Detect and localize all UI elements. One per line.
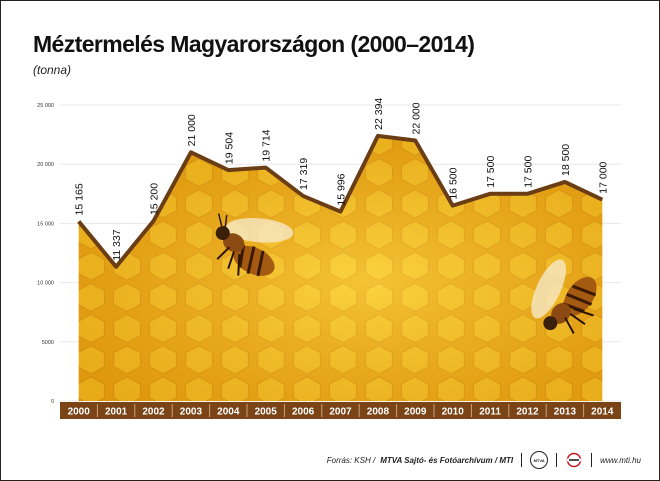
production-line (77, 133, 604, 269)
data-label: 15 996 (336, 173, 348, 205)
data-label: 21 000 (186, 114, 198, 146)
y-tick-label: 25 000 (37, 103, 54, 109)
x-tick-label: 2011 (479, 407, 501, 418)
y-tick-label: 0 (51, 399, 54, 405)
area-shading (78, 135, 603, 401)
data-label: 16 500 (448, 167, 460, 199)
divider (591, 453, 593, 467)
x-tick-label: 2012 (516, 407, 539, 418)
data-label: 17 500 (485, 156, 497, 188)
mtva-logo-icon: MTVA (530, 451, 549, 469)
x-tick-label: 2004 (217, 407, 240, 418)
x-tick-label: 2007 (329, 407, 352, 418)
data-label: 17 319 (298, 158, 310, 190)
source-prefix: Forrás: KSH / (326, 455, 376, 465)
data-label: 22 394 (373, 98, 385, 130)
y-tick-label: 10 000 (37, 281, 54, 287)
chart-subtitle: (tonna) (33, 63, 72, 77)
website-link: www.mti.hu (600, 455, 641, 465)
mti-logo-icon (566, 452, 582, 468)
data-label: 18 500 (560, 144, 572, 176)
data-label: 22 000 (410, 102, 422, 134)
x-tick-label: 2005 (255, 407, 278, 418)
bee-illustration-1 (215, 213, 294, 277)
source-agency: MTVA Sajtó- és Fotóarchívum / MTI (380, 455, 514, 465)
x-tick-label: 2009 (404, 407, 427, 418)
data-label: 15 200 (149, 183, 161, 215)
x-tick-label: 2006 (292, 407, 315, 418)
x-axis: 2000 2001 2002 2003 2004 2005 2006 2007 2008 2009… (60, 402, 621, 419)
x-tick-label: 2001 (105, 407, 128, 418)
data-label: 11 337 (111, 229, 123, 260)
x-tick-label: 2010 (442, 407, 465, 418)
divider (556, 453, 558, 467)
data-labels: 15 165 11 337 15 200 21 000 19 504 19 714 17 3… (74, 98, 610, 261)
data-label: 17 000 (597, 161, 609, 193)
data-label: 19 504 (223, 132, 235, 164)
y-axis: 0 5000 10 000 15 000 20 000 25 000 (37, 103, 54, 405)
x-tick-label: 2013 (554, 407, 577, 418)
data-label: 19 714 (261, 129, 273, 161)
x-tick-label: 2003 (180, 407, 203, 418)
x-tick-label: 2014 (591, 407, 614, 418)
footer: Forrás: KSH / MTVA Sajtó- és Fotóarchívu… (327, 450, 641, 470)
y-tick-label: 15 000 (37, 221, 54, 227)
divider (521, 453, 523, 467)
y-tick-label: 5000 (42, 340, 54, 346)
x-tick-label: 2000 (68, 407, 91, 418)
x-tick-label: 2008 (367, 407, 390, 418)
x-tick-label: 2002 (142, 407, 165, 418)
y-tick-label: 20 000 (37, 162, 54, 168)
chart-title: Méztermelés Magyarországon (2000–2014) (33, 31, 475, 57)
data-label: 17 500 (523, 156, 535, 188)
bee-illustration-2 (531, 259, 597, 334)
data-label: 15 165 (74, 183, 86, 215)
x-axis-bar (60, 402, 621, 419)
